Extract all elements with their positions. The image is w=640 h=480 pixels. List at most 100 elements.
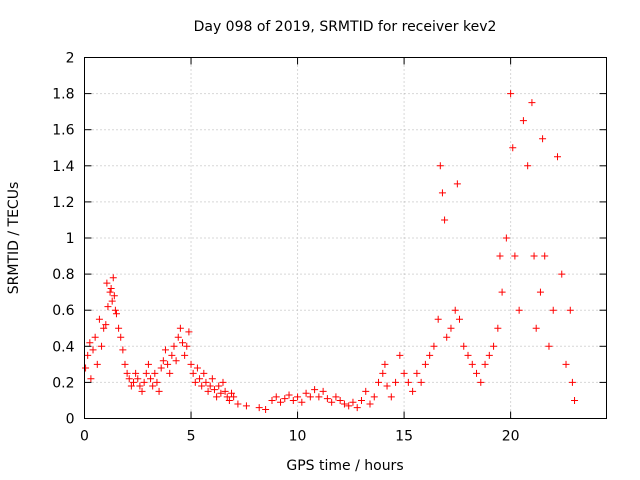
data-point <box>436 162 444 170</box>
y-tick-label: 1.2 <box>52 195 74 211</box>
data-point <box>102 321 110 329</box>
data-point <box>494 324 502 332</box>
data-point <box>151 369 159 377</box>
data-point <box>464 351 472 359</box>
data-point <box>153 378 161 386</box>
data-point <box>106 288 114 296</box>
data-point <box>455 315 463 323</box>
y-tick-label: 2 <box>66 51 75 67</box>
data-point <box>392 378 400 386</box>
data-point <box>438 189 446 197</box>
data-point <box>215 382 223 390</box>
data-point <box>381 360 389 368</box>
data-point <box>221 387 229 395</box>
data-point <box>121 360 129 368</box>
data-point <box>519 117 527 125</box>
data-point <box>379 369 387 377</box>
data-point <box>93 360 101 368</box>
data-point <box>294 393 302 401</box>
data-point <box>125 375 133 383</box>
data-point <box>315 393 323 401</box>
data-point <box>468 360 476 368</box>
x-tick-label: 10 <box>289 429 307 445</box>
data-point <box>103 279 111 287</box>
data-point <box>349 398 357 406</box>
data-point <box>332 393 340 401</box>
data-point <box>277 398 285 406</box>
y-tick-label: 0 <box>66 412 75 428</box>
data-point <box>189 369 197 377</box>
data-point <box>511 252 519 260</box>
data-point <box>417 378 425 386</box>
y-tick-label: 0.6 <box>52 303 74 319</box>
data-point <box>353 404 361 412</box>
data-point <box>268 396 276 404</box>
data-point <box>328 398 336 406</box>
data-point <box>100 324 108 332</box>
data-point <box>157 364 165 372</box>
data-point <box>400 369 408 377</box>
data-point <box>208 375 216 383</box>
data-point <box>323 395 331 403</box>
data-point <box>204 387 212 395</box>
data-point <box>496 252 504 260</box>
data-point <box>568 378 576 386</box>
data-point <box>498 288 506 296</box>
data-point <box>539 135 547 143</box>
data-point <box>473 369 481 377</box>
data-point <box>285 391 293 399</box>
data-point <box>170 342 178 350</box>
y-tick-label: 1.8 <box>52 87 74 103</box>
data-point <box>123 369 131 377</box>
data-point <box>566 306 574 314</box>
data-point <box>430 342 438 350</box>
data-point <box>87 375 95 383</box>
data-point <box>134 375 142 383</box>
data-point <box>142 369 150 377</box>
data-point <box>541 252 549 260</box>
data-point <box>132 369 140 377</box>
data-point <box>140 378 148 386</box>
data-point <box>345 402 353 410</box>
data-point <box>289 396 297 404</box>
data-point <box>95 315 103 323</box>
data-point <box>558 270 566 278</box>
data-point <box>426 351 434 359</box>
data-point <box>383 382 391 390</box>
chart-title: Day 098 of 2019, SRMTID for receiver kev… <box>194 19 497 35</box>
data-point <box>532 324 540 332</box>
data-point <box>159 357 167 365</box>
data-point <box>281 395 289 403</box>
data-point <box>421 360 429 368</box>
data-point <box>507 90 515 98</box>
data-point <box>413 369 421 377</box>
data-point <box>174 333 182 341</box>
data-point <box>536 288 544 296</box>
data-point <box>262 405 270 413</box>
data-point <box>230 393 238 401</box>
data-point <box>111 306 119 314</box>
data-point <box>112 310 120 318</box>
grid <box>84 57 607 419</box>
data-point <box>147 375 155 383</box>
data-point <box>200 369 208 377</box>
data-point <box>166 369 174 377</box>
data-point <box>109 274 117 282</box>
data-point <box>447 324 455 332</box>
data-point <box>515 306 523 314</box>
data-point <box>225 396 233 404</box>
data-point <box>183 342 191 350</box>
y-tick-label: 0.8 <box>52 267 74 283</box>
data-point <box>366 400 374 408</box>
data-point <box>168 351 176 359</box>
data-point <box>370 393 378 401</box>
data-point <box>477 378 485 386</box>
data-point <box>210 386 218 394</box>
data-point <box>404 378 412 386</box>
data-point <box>443 333 451 341</box>
data-point <box>117 333 125 341</box>
data-point <box>110 292 118 300</box>
data-point <box>108 297 116 305</box>
data-point <box>213 393 221 401</box>
data-point <box>98 342 106 350</box>
